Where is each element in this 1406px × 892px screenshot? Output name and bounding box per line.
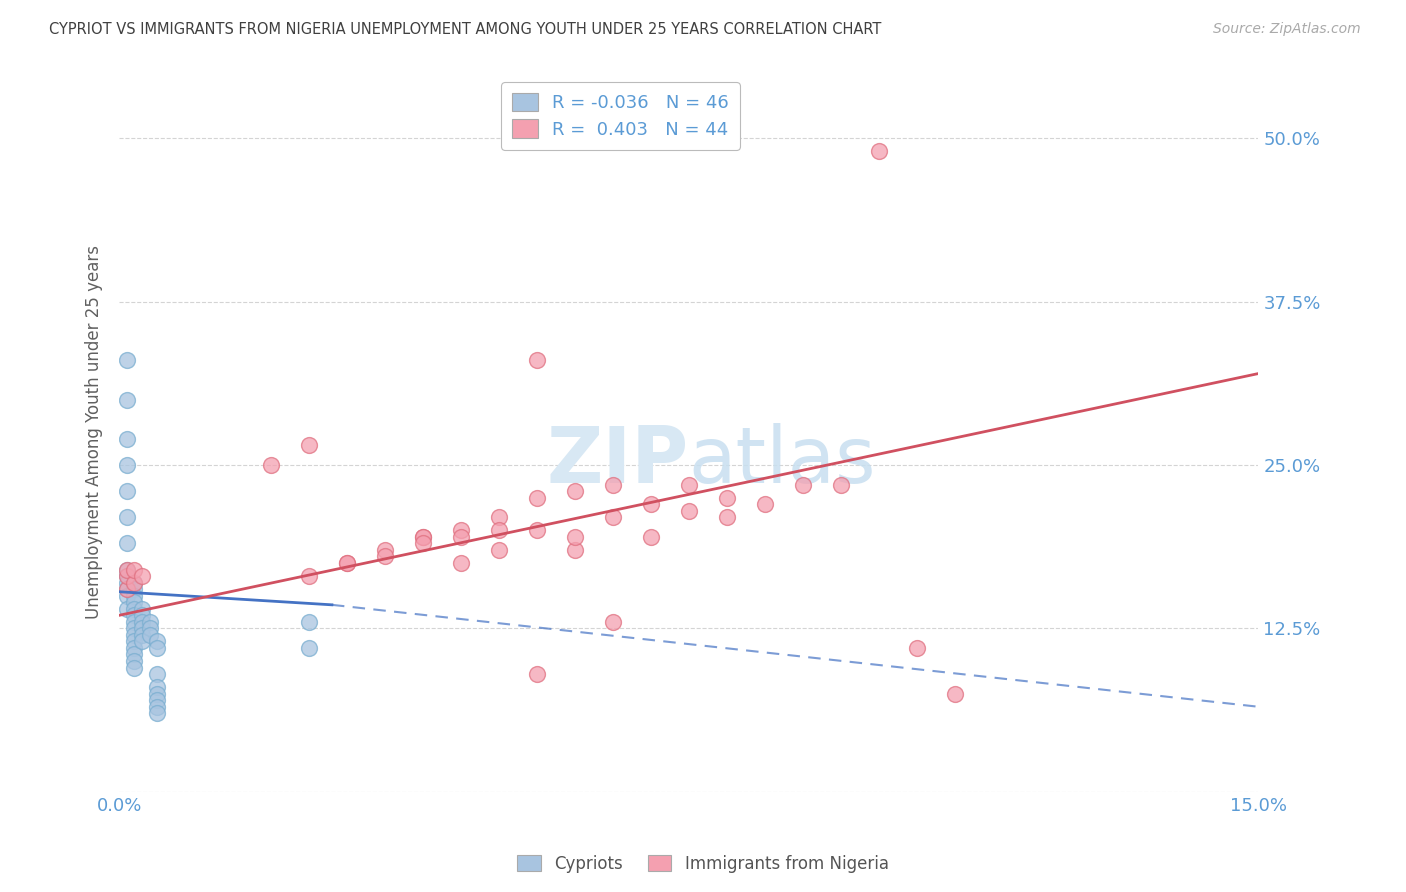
Point xyxy=(298,615,321,629)
Point xyxy=(450,530,472,544)
Point xyxy=(115,589,138,603)
Point xyxy=(131,628,153,642)
Point xyxy=(115,575,138,590)
Point xyxy=(131,621,153,635)
Point xyxy=(115,353,138,368)
Point xyxy=(868,145,890,159)
Point xyxy=(716,510,738,524)
Point xyxy=(138,628,160,642)
Point xyxy=(115,563,138,577)
Point xyxy=(115,569,138,583)
Point xyxy=(678,477,700,491)
Point xyxy=(124,648,146,662)
Point xyxy=(115,582,138,596)
Point xyxy=(115,432,138,446)
Point xyxy=(640,530,662,544)
Point xyxy=(678,504,700,518)
Point xyxy=(564,484,586,499)
Point xyxy=(124,589,146,603)
Point xyxy=(124,575,146,590)
Point xyxy=(146,693,169,707)
Point xyxy=(298,569,321,583)
Point xyxy=(488,543,510,558)
Point xyxy=(138,621,160,635)
Point xyxy=(298,438,321,452)
Point xyxy=(124,575,146,590)
Point xyxy=(488,510,510,524)
Point xyxy=(124,634,146,648)
Point xyxy=(526,491,548,505)
Point xyxy=(526,353,548,368)
Point xyxy=(336,556,359,570)
Point xyxy=(115,458,138,472)
Legend: Cypriots, Immigrants from Nigeria: Cypriots, Immigrants from Nigeria xyxy=(510,848,896,880)
Text: ZIP: ZIP xyxy=(547,423,689,500)
Point xyxy=(336,556,359,570)
Point xyxy=(131,615,153,629)
Point xyxy=(124,615,146,629)
Point xyxy=(640,497,662,511)
Point xyxy=(602,477,624,491)
Point xyxy=(412,530,434,544)
Point xyxy=(131,634,153,648)
Point xyxy=(830,477,852,491)
Point xyxy=(450,524,472,538)
Point xyxy=(115,536,138,550)
Point xyxy=(412,536,434,550)
Point xyxy=(146,687,169,701)
Point xyxy=(602,510,624,524)
Point xyxy=(146,706,169,721)
Point xyxy=(450,556,472,570)
Point xyxy=(716,491,738,505)
Point xyxy=(146,640,169,655)
Point xyxy=(564,543,586,558)
Legend: R = -0.036   N = 46, R =  0.403   N = 44: R = -0.036 N = 46, R = 0.403 N = 44 xyxy=(502,82,740,150)
Point xyxy=(298,640,321,655)
Point xyxy=(124,563,146,577)
Point xyxy=(754,497,776,511)
Point xyxy=(124,582,146,596)
Text: Source: ZipAtlas.com: Source: ZipAtlas.com xyxy=(1213,22,1361,37)
Point xyxy=(260,458,283,472)
Point xyxy=(124,628,146,642)
Point xyxy=(124,660,146,674)
Point xyxy=(602,615,624,629)
Y-axis label: Unemployment Among Youth under 25 years: Unemployment Among Youth under 25 years xyxy=(86,245,103,619)
Point xyxy=(374,543,396,558)
Point xyxy=(412,530,434,544)
Point xyxy=(115,563,138,577)
Point xyxy=(792,477,814,491)
Point xyxy=(146,667,169,681)
Point xyxy=(124,640,146,655)
Point xyxy=(526,524,548,538)
Point xyxy=(115,392,138,407)
Point xyxy=(146,634,169,648)
Point xyxy=(115,510,138,524)
Point xyxy=(115,601,138,615)
Point xyxy=(374,549,396,564)
Point xyxy=(124,621,146,635)
Point xyxy=(131,569,153,583)
Point xyxy=(124,654,146,668)
Point xyxy=(146,699,169,714)
Point xyxy=(124,601,146,615)
Point xyxy=(526,667,548,681)
Point xyxy=(131,608,153,623)
Point xyxy=(146,680,169,694)
Point xyxy=(564,530,586,544)
Text: atlas: atlas xyxy=(689,423,876,500)
Point xyxy=(905,640,928,655)
Point xyxy=(943,687,966,701)
Point xyxy=(124,595,146,609)
Point xyxy=(115,484,138,499)
Point xyxy=(131,601,153,615)
Point xyxy=(115,569,138,583)
Point xyxy=(115,582,138,596)
Text: CYPRIOT VS IMMIGRANTS FROM NIGERIA UNEMPLOYMENT AMONG YOUTH UNDER 25 YEARS CORRE: CYPRIOT VS IMMIGRANTS FROM NIGERIA UNEMP… xyxy=(49,22,882,37)
Point xyxy=(488,524,510,538)
Point xyxy=(138,615,160,629)
Point xyxy=(124,608,146,623)
